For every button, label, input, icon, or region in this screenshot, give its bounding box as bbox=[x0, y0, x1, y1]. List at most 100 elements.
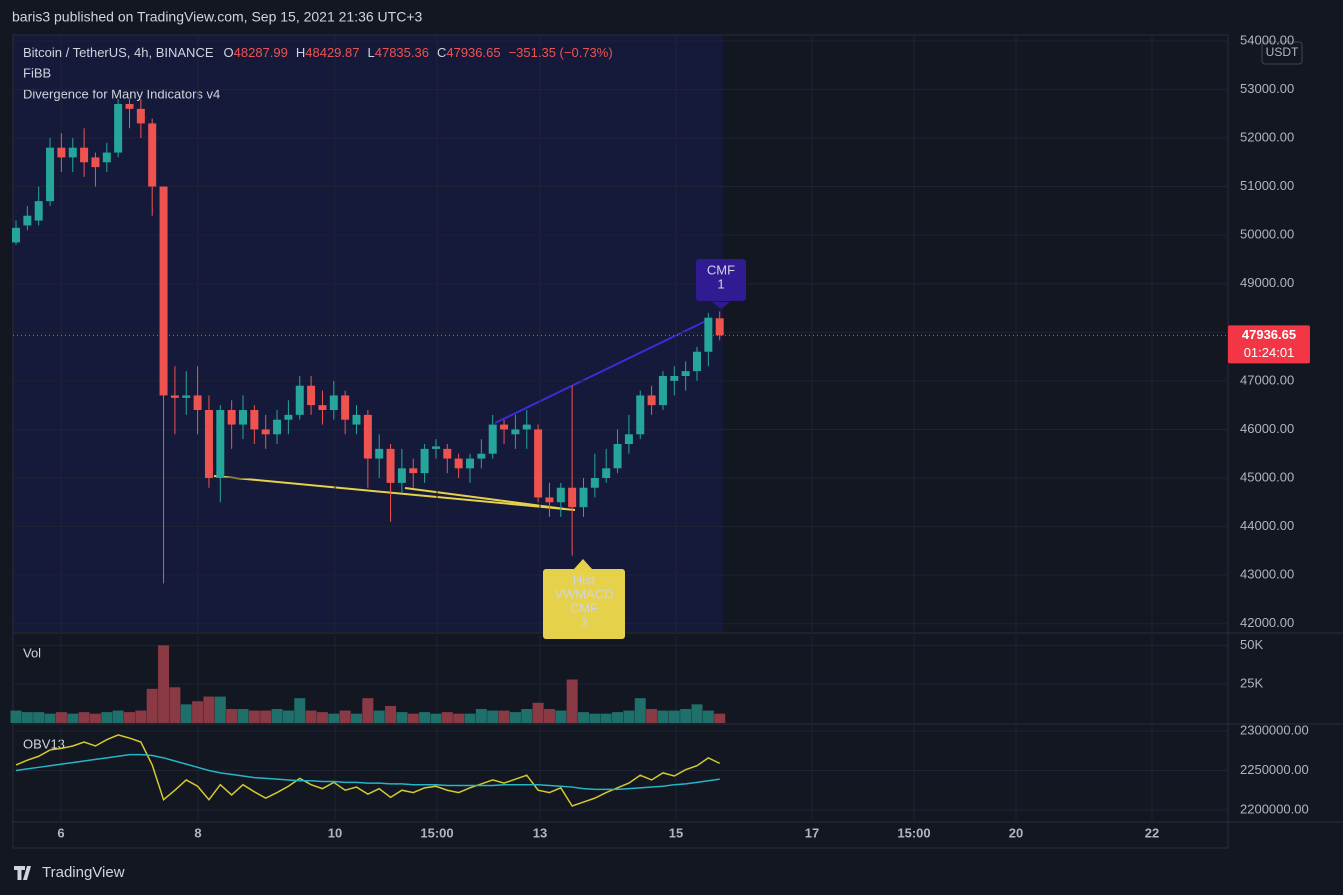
candle-body bbox=[284, 414, 293, 420]
divergence-line bbox=[213, 475, 576, 511]
candle-body bbox=[477, 453, 486, 459]
volume-bar bbox=[124, 712, 135, 723]
candle-body bbox=[125, 103, 134, 109]
candle-body bbox=[80, 147, 89, 163]
candle-body bbox=[182, 395, 191, 398]
candle-body bbox=[715, 318, 724, 336]
volume-bar bbox=[169, 687, 181, 723]
candle-body bbox=[363, 414, 372, 459]
volume-bar bbox=[316, 712, 328, 723]
candle-body bbox=[420, 448, 429, 474]
volume-bar bbox=[248, 710, 260, 723]
x-tick-label: 17 bbox=[805, 825, 819, 840]
volume-bar bbox=[407, 713, 419, 723]
candle-body bbox=[375, 448, 384, 459]
volume-bar bbox=[555, 710, 567, 723]
volume-bar bbox=[441, 712, 453, 723]
ohlc-label: L bbox=[368, 45, 375, 60]
volume-bar bbox=[10, 710, 22, 723]
annotation-text: CMF bbox=[707, 262, 735, 277]
candle-body bbox=[443, 448, 452, 459]
volume-bar bbox=[509, 712, 521, 723]
volume-bar bbox=[135, 710, 147, 723]
candle-body bbox=[579, 487, 588, 508]
candle-body bbox=[693, 351, 701, 372]
volume-bar bbox=[305, 710, 317, 723]
annotation-box bbox=[696, 259, 746, 301]
volume-bar bbox=[282, 710, 294, 723]
volume-bar bbox=[373, 710, 385, 723]
volume-bar bbox=[623, 710, 635, 723]
volume-bar bbox=[351, 713, 362, 723]
candle-body bbox=[273, 419, 282, 435]
candle-body bbox=[454, 458, 463, 469]
candle-body bbox=[341, 395, 350, 420]
candle-body bbox=[136, 108, 145, 124]
candle-body bbox=[148, 123, 157, 187]
volume-bar bbox=[578, 712, 589, 723]
indicator: Divergence for Many Indicators v4 bbox=[23, 86, 220, 101]
candle-body bbox=[12, 227, 20, 243]
last-price: 47936.65 bbox=[1242, 327, 1296, 342]
currency-box bbox=[1261, 41, 1303, 65]
y-tick-label: 43000.00 bbox=[1240, 567, 1294, 582]
pane-title: OBV13 bbox=[23, 736, 65, 751]
annotation-text: 1 bbox=[717, 276, 724, 291]
x-tick-label: 13 bbox=[533, 825, 547, 840]
ohlc-value: 48429.87 bbox=[305, 45, 359, 60]
volume-bar bbox=[112, 710, 124, 723]
candle-body bbox=[239, 410, 247, 425]
volume-bar bbox=[294, 698, 306, 723]
candle-body bbox=[534, 429, 543, 498]
pane-title: Vol bbox=[23, 645, 41, 660]
candle-body bbox=[91, 157, 100, 168]
volume-bar bbox=[657, 710, 669, 723]
candle-body bbox=[46, 147, 55, 202]
volume-bar bbox=[646, 709, 658, 723]
volume-bar bbox=[612, 712, 624, 723]
ohlc-label: O bbox=[224, 45, 234, 60]
candle-body bbox=[647, 395, 656, 406]
y-tick-label: 50K bbox=[1240, 637, 1263, 652]
x-tick-label: 20 bbox=[1009, 825, 1023, 840]
volume-bar bbox=[543, 709, 555, 723]
x-tick-label: 15 bbox=[669, 825, 683, 840]
candle-body bbox=[431, 446, 440, 449]
y-tick-label: 52000.00 bbox=[1240, 129, 1294, 144]
volume-bar bbox=[600, 713, 612, 723]
volume-bar bbox=[430, 713, 442, 723]
volume-bar bbox=[339, 710, 351, 723]
brand: TradingView bbox=[42, 864, 125, 881]
band-fill bbox=[13, 35, 723, 632]
candle-body bbox=[545, 497, 554, 503]
candle-body bbox=[466, 458, 474, 469]
volume-bar bbox=[226, 709, 238, 723]
candle-body bbox=[511, 429, 520, 435]
x-tick-label: 8 bbox=[194, 825, 201, 840]
legend: Bitcoin / TetherUS, 4h, BINANCE O48287.99… bbox=[23, 45, 613, 60]
countdown: 01:24:01 bbox=[1244, 345, 1295, 360]
volume-bar bbox=[180, 704, 192, 723]
candle-body bbox=[68, 147, 77, 158]
volume-bar bbox=[702, 710, 714, 723]
annotation-pointer bbox=[574, 559, 592, 569]
candle-body bbox=[216, 410, 225, 479]
volume-bar bbox=[101, 712, 113, 723]
candle-body bbox=[568, 487, 577, 508]
volume-bar bbox=[237, 709, 249, 723]
volume-bar bbox=[714, 713, 726, 723]
candle-body bbox=[704, 317, 713, 352]
volume-bar bbox=[78, 712, 90, 723]
x-tick-label: 22 bbox=[1145, 825, 1159, 840]
candle-body bbox=[159, 186, 168, 396]
candle-body bbox=[250, 410, 259, 430]
annotation-text: VWMACD bbox=[554, 586, 613, 601]
candle-body bbox=[670, 376, 679, 381]
volume-bar bbox=[203, 696, 215, 723]
candle-body bbox=[500, 424, 509, 430]
ohlc-label: H bbox=[296, 45, 305, 60]
candle-body bbox=[624, 434, 633, 445]
candle-body bbox=[318, 405, 327, 411]
volume-bar bbox=[691, 704, 703, 723]
